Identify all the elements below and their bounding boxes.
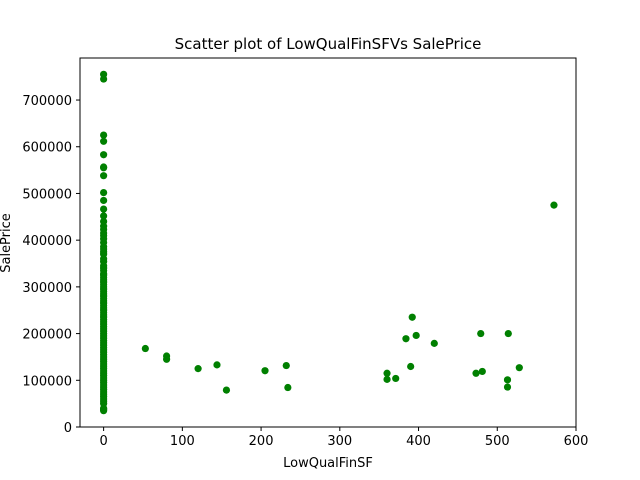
data-point-3 — [100, 137, 108, 145]
y-tick-label-5: 500000 — [22, 187, 72, 202]
data-point-98 — [383, 375, 391, 383]
x-tick-label-3: 300 — [327, 434, 352, 449]
data-point-90 — [163, 355, 171, 363]
data-point-92 — [213, 361, 221, 369]
data-point-109 — [503, 383, 512, 391]
x-tick-label-4: 400 — [406, 434, 431, 449]
data-point-99 — [392, 374, 400, 383]
chart-title: Scatter plot of LowQualFinSFVs SalePrice — [175, 35, 482, 53]
data-point-91 — [194, 365, 202, 373]
data-point-1 — [100, 75, 108, 83]
x-tick-label-2: 200 — [249, 434, 274, 449]
data-point-6 — [100, 164, 108, 172]
y-tick-label-7: 700000 — [22, 94, 72, 109]
x-axis-label: LowQualFinSF — [283, 456, 373, 471]
data-point-7 — [100, 172, 108, 180]
y-tick-label-6: 600000 — [22, 141, 72, 156]
x-tick-label-5: 500 — [485, 434, 510, 449]
y-tick-label-1: 100000 — [22, 374, 72, 389]
data-point-93 — [222, 386, 231, 394]
data-point-11 — [100, 212, 108, 220]
data-point-10 — [100, 205, 108, 213]
data-point-95 — [282, 361, 290, 370]
x-tick-label-6: 600 — [564, 434, 589, 449]
y-axis-label: SalePrice — [0, 213, 14, 273]
x-tick-label-0: 0 — [99, 434, 107, 449]
data-point-110 — [504, 329, 512, 338]
y-tick-label-4: 400000 — [22, 234, 72, 249]
data-point-103 — [412, 331, 420, 340]
data-point-111 — [515, 364, 523, 372]
data-point-100 — [402, 335, 410, 343]
y-tick-label-2: 200000 — [22, 328, 72, 343]
points-layer — [100, 70, 558, 415]
data-point-106 — [477, 329, 485, 338]
y-tick-label-0: 0 — [64, 421, 72, 436]
data-point-8 — [100, 189, 108, 197]
data-point-101 — [407, 362, 415, 371]
data-point-96 — [284, 383, 292, 392]
plot-frame — [79, 57, 577, 428]
x-tick-label-1: 100 — [170, 434, 195, 449]
data-point-88 — [141, 344, 149, 353]
data-point-97 — [383, 369, 391, 377]
data-point-105 — [472, 369, 480, 377]
data-point-107 — [478, 367, 486, 376]
data-point-102 — [408, 313, 416, 321]
data-point-112 — [550, 201, 558, 209]
data-point-87 — [100, 407, 108, 415]
data-point-2 — [100, 131, 108, 139]
y-tick-label-3: 300000 — [22, 281, 72, 296]
y-axis: 0 100000 200000 300000 400000 500000 600000 700… — [22, 94, 80, 436]
data-point-104 — [430, 339, 438, 347]
x-axis: 0 100 200 300 400 500 600 — [99, 427, 588, 449]
data-point-9 — [100, 196, 108, 205]
data-point-108 — [503, 376, 512, 384]
data-point-4 — [100, 151, 108, 159]
data-point-94 — [261, 367, 269, 375]
